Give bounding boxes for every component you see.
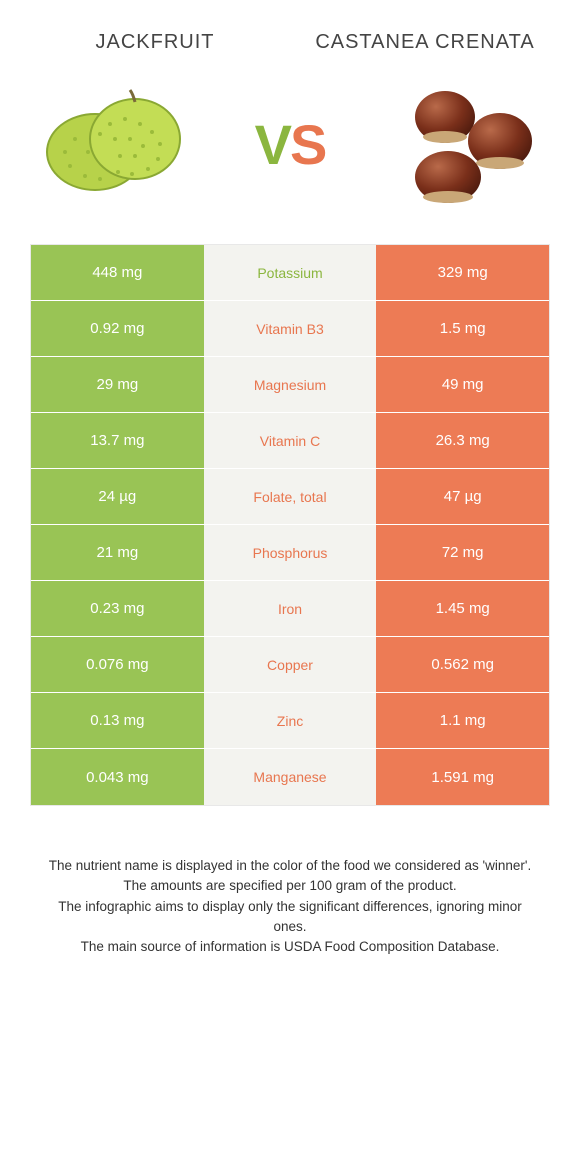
nutrient-label: Copper (204, 637, 377, 692)
footer-line-1: The nutrient name is displayed in the co… (40, 856, 540, 876)
table-row: 29 mgMagnesium49 mg (31, 357, 549, 413)
footer-line-3: The infographic aims to display only the… (40, 897, 540, 938)
left-value: 24 µg (31, 469, 204, 524)
left-value: 448 mg (31, 245, 204, 300)
nutrient-label: Magnesium (204, 357, 377, 412)
chestnut-icon (390, 79, 540, 209)
right-value: 0.562 mg (376, 637, 549, 692)
left-value: 0.23 mg (31, 581, 204, 636)
right-value: 1.5 mg (376, 301, 549, 356)
nutrient-label: Zinc (204, 693, 377, 748)
jackfruit-icon (40, 84, 190, 204)
nutrient-label: Vitamin B3 (204, 301, 377, 356)
jackfruit-image (40, 74, 190, 214)
left-value: 21 mg (31, 525, 204, 580)
table-row: 0.92 mgVitamin B31.5 mg (31, 301, 549, 357)
nutrient-label: Iron (204, 581, 377, 636)
vs-s: S (290, 113, 325, 176)
nutrient-label: Potassium (204, 245, 377, 300)
nutrient-table: 448 mgPotassium329 mg0.92 mgVitamin B31.… (30, 244, 550, 806)
right-value: 72 mg (376, 525, 549, 580)
left-value: 13.7 mg (31, 413, 204, 468)
left-value: 0.92 mg (31, 301, 204, 356)
right-value: 1.591 mg (376, 749, 549, 805)
table-row: 13.7 mgVitamin C26.3 mg (31, 413, 549, 469)
right-value: 329 mg (376, 245, 549, 300)
left-value: 29 mg (31, 357, 204, 412)
image-row: VS (0, 64, 580, 244)
table-row: 21 mgPhosphorus72 mg (31, 525, 549, 581)
table-row: 0.13 mgZinc1.1 mg (31, 693, 549, 749)
left-value: 0.076 mg (31, 637, 204, 692)
right-value: 26.3 mg (376, 413, 549, 468)
nutrient-label: Vitamin C (204, 413, 377, 468)
footer-line-4: The main source of information is USDA F… (40, 937, 540, 957)
nutrient-label: Manganese (204, 749, 377, 805)
footer-line-2: The amounts are specified per 100 gram o… (40, 876, 540, 896)
right-value: 49 mg (376, 357, 549, 412)
table-row: 24 µgFolate, total47 µg (31, 469, 549, 525)
right-value: 1.45 mg (376, 581, 549, 636)
right-value: 1.1 mg (376, 693, 549, 748)
vs-label: VS (255, 112, 326, 177)
left-food-title: Jackfruit (20, 30, 290, 54)
vs-v: V (255, 113, 290, 176)
header: Jackfruit Castanea crenata (0, 0, 580, 64)
footer-notes: The nutrient name is displayed in the co… (0, 806, 580, 957)
table-row: 0.076 mgCopper0.562 mg (31, 637, 549, 693)
nutrient-label: Phosphorus (204, 525, 377, 580)
right-food-title: Castanea crenata (290, 30, 560, 54)
nutrient-label: Folate, total (204, 469, 377, 524)
table-row: 448 mgPotassium329 mg (31, 245, 549, 301)
table-row: 0.043 mgManganese1.591 mg (31, 749, 549, 805)
table-row: 0.23 mgIron1.45 mg (31, 581, 549, 637)
right-value: 47 µg (376, 469, 549, 524)
left-value: 0.13 mg (31, 693, 204, 748)
left-value: 0.043 mg (31, 749, 204, 805)
chestnut-image (390, 74, 540, 214)
